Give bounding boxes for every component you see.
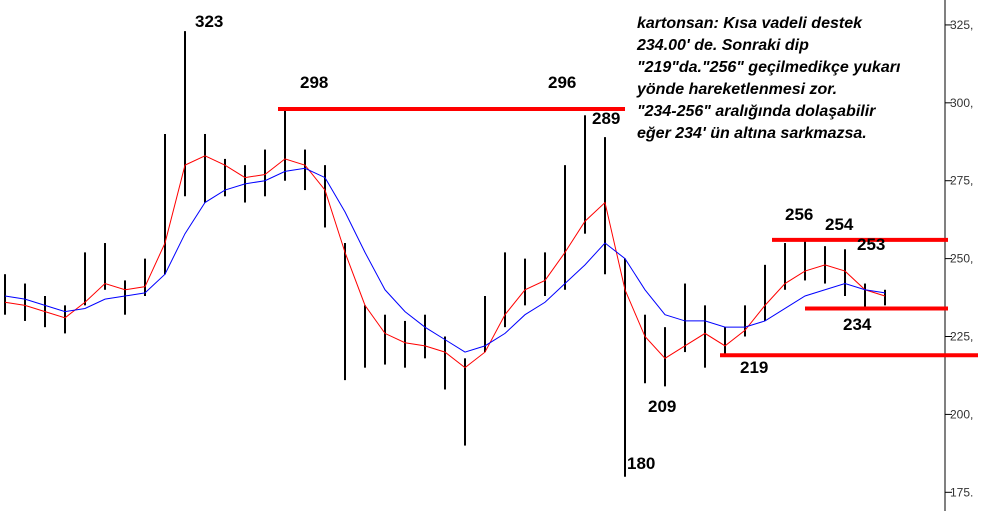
- price-annotation: 253: [857, 235, 885, 254]
- comment-line: "234-256" aralığında dolaşabilir: [637, 103, 876, 120]
- moving-average: [4, 167, 886, 353]
- y-tick-label: 200,: [950, 407, 973, 421]
- price-annotation: 180: [627, 454, 655, 473]
- y-tick-label: 225,: [950, 330, 973, 344]
- comment-line: kartonsan: Kısa vadeli destek: [637, 15, 863, 32]
- y-tick-label: 250,: [950, 252, 973, 266]
- comment-line: eğer 234' ün altına sarkmazsa.: [637, 125, 867, 142]
- price-annotation: 254: [825, 215, 854, 234]
- comment-line: 234.00' de. Sonraki dip: [636, 37, 809, 54]
- price-annotation: 234: [843, 315, 872, 334]
- price-annotation: 219: [740, 358, 768, 377]
- moving-average: [4, 155, 886, 369]
- price-annotation: 298: [300, 73, 328, 92]
- comment-line: "219"da."256" geçilmedikçe yukarı: [637, 59, 901, 76]
- y-tick-label: 300,: [950, 96, 973, 110]
- y-tick-label: 275,: [950, 174, 973, 188]
- price-annotation: 209: [648, 397, 676, 416]
- y-tick-label: 175.: [950, 485, 973, 499]
- price-annotation: 323: [195, 12, 223, 31]
- price-annotation: 296: [548, 73, 576, 92]
- y-tick-label: 325,: [950, 18, 973, 32]
- comment-line: yönde hareketlenmesi zor.: [636, 81, 837, 98]
- price-annotation: 289: [592, 109, 620, 128]
- price-annotation: 256: [785, 205, 813, 224]
